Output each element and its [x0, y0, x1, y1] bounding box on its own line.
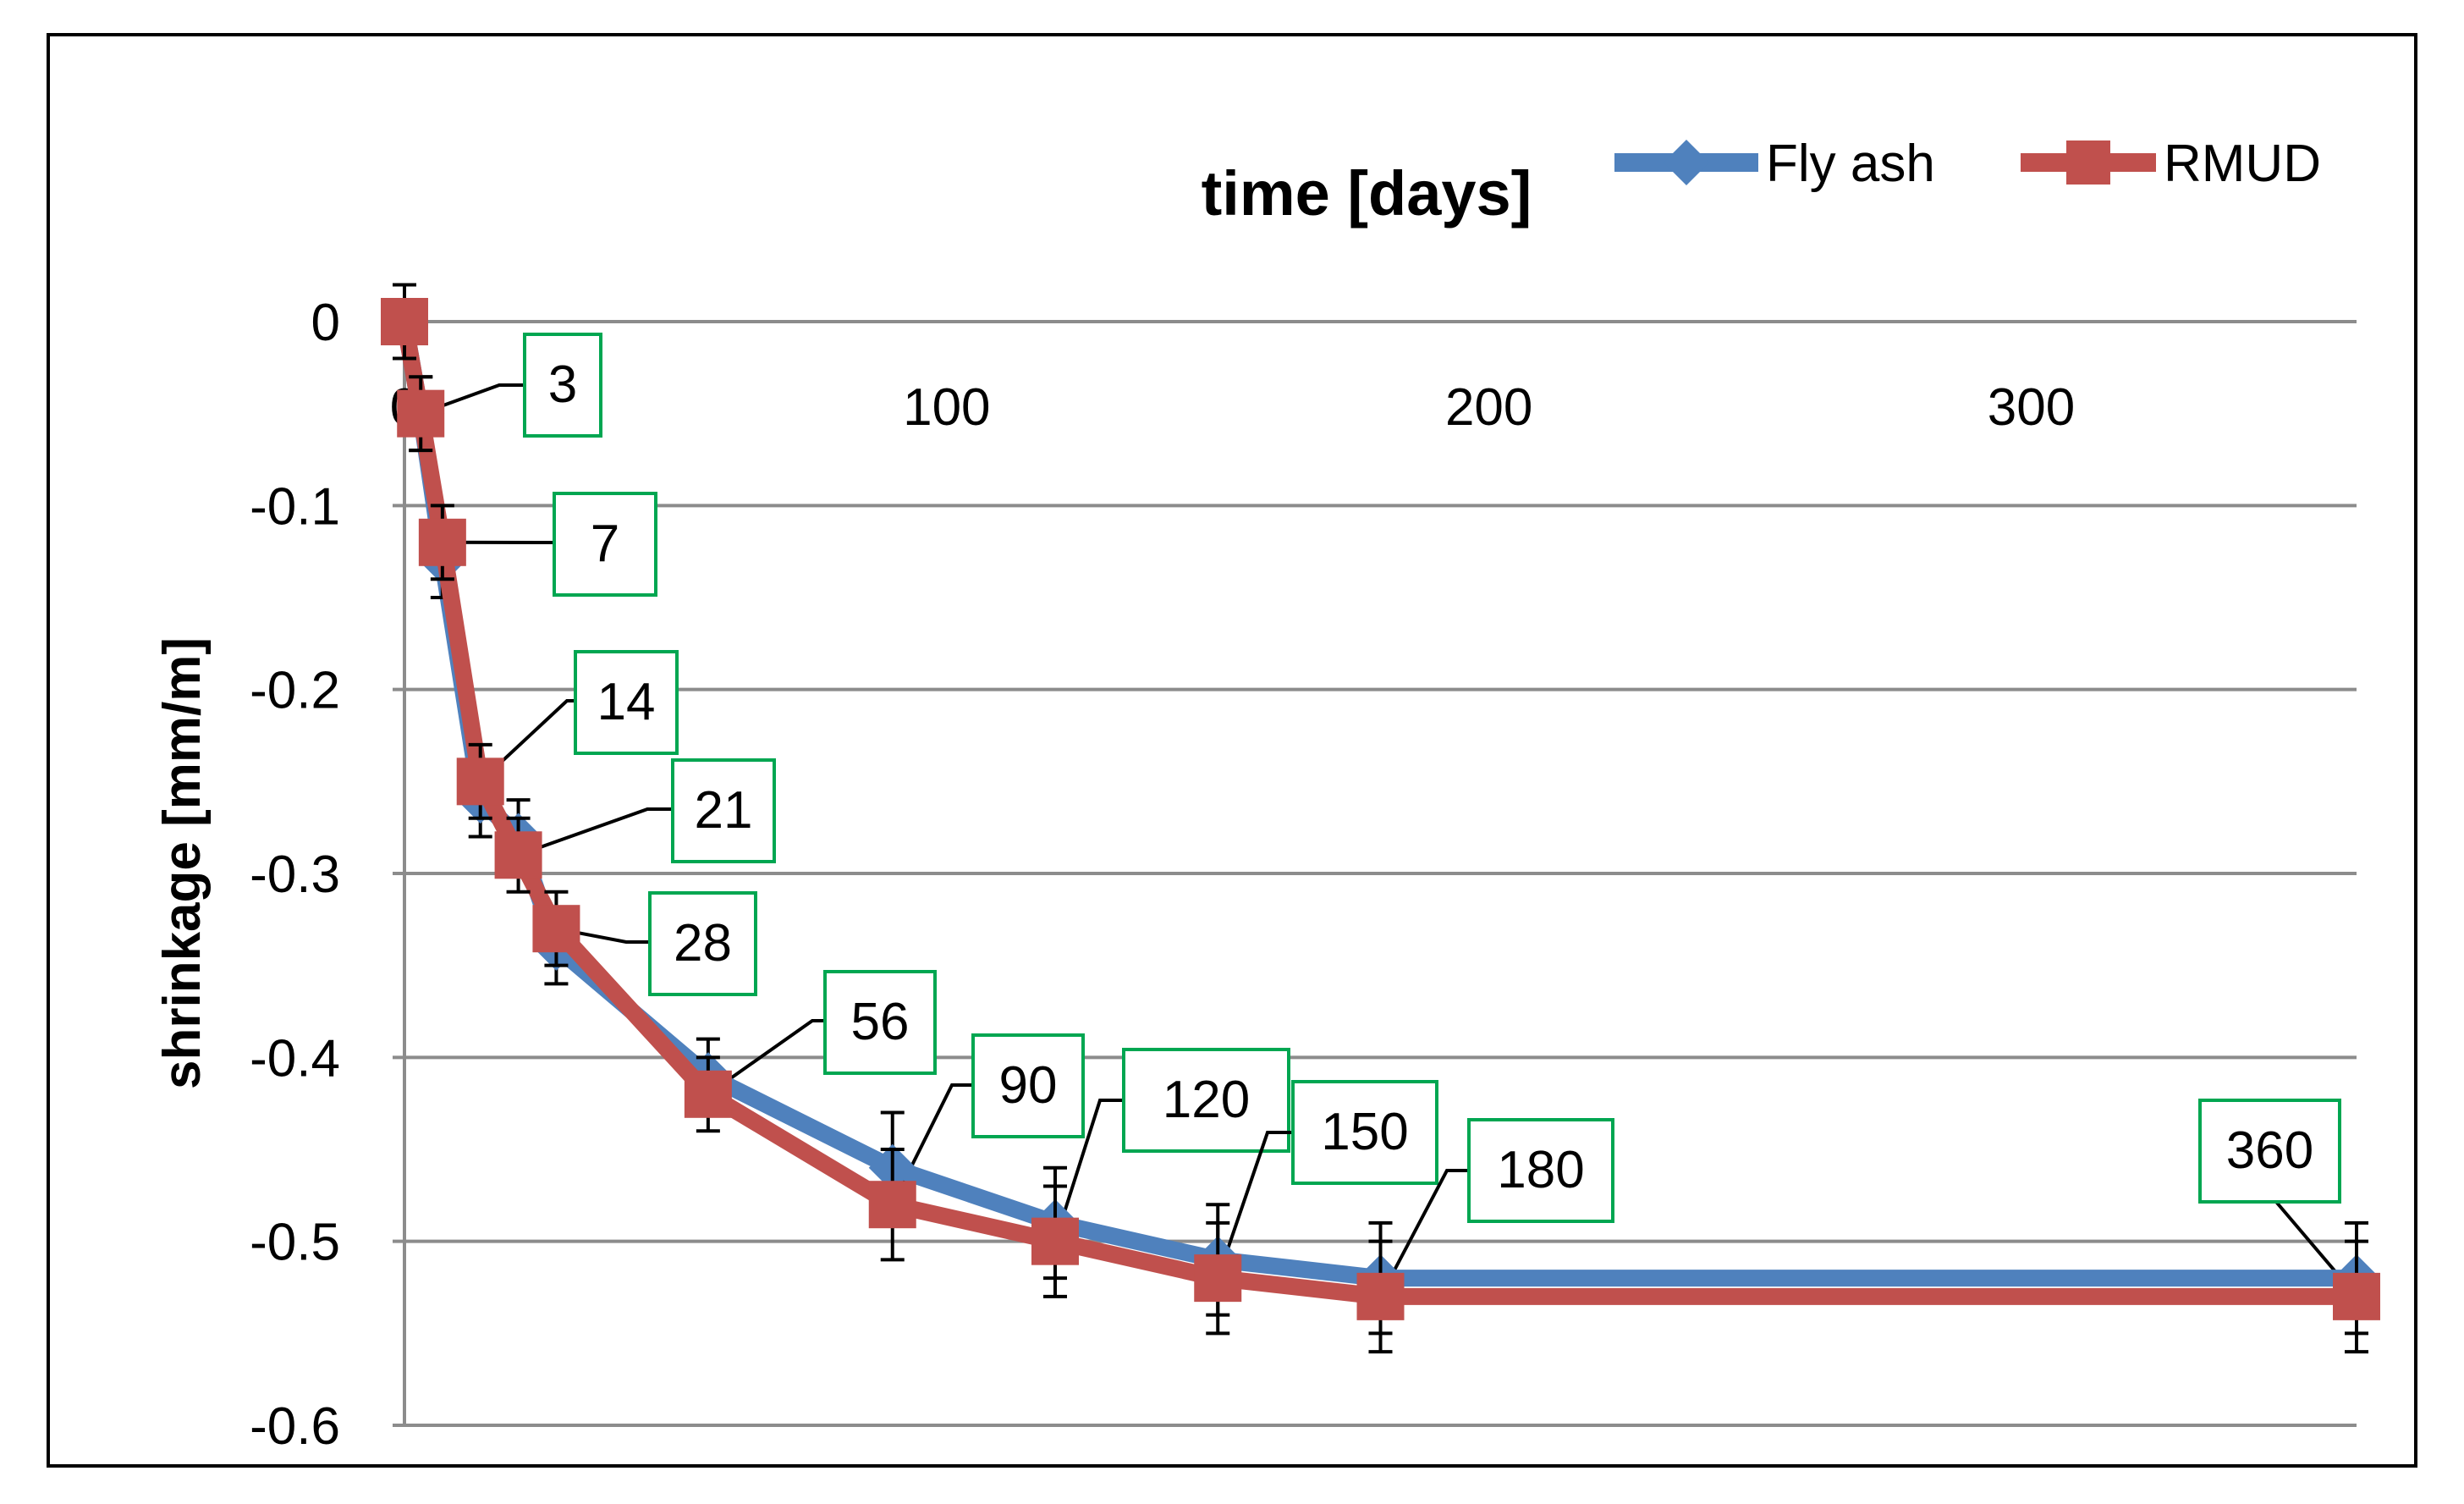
annotation-label: 56	[851, 993, 910, 1051]
y-tick-label: -0.4	[250, 1029, 340, 1088]
legend-fly-ash-label: Fly ash	[1766, 135, 1935, 193]
data-point	[397, 390, 444, 438]
y-tick-label: -0.5	[250, 1214, 340, 1272]
data-point	[532, 905, 580, 952]
x-axis-title: time [days]	[1202, 158, 1532, 229]
data-point	[495, 831, 542, 879]
annotation-label: 360	[2226, 1121, 2313, 1180]
x-tick-label: 200	[1445, 378, 1532, 437]
legend-rmud-label: RMUD	[2164, 135, 2321, 193]
data-point	[1357, 1273, 1405, 1320]
legend-rmud-marker	[2066, 140, 2110, 185]
y-tick-label: -0.6	[250, 1397, 340, 1456]
y-tick-label: -0.1	[250, 477, 340, 536]
annotation-label: 180	[1497, 1141, 1584, 1199]
annotation-label: 21	[695, 781, 753, 840]
data-point	[381, 298, 428, 345]
x-tick-label: 300	[1988, 378, 2075, 437]
y-tick-label: -0.2	[250, 662, 340, 720]
data-point	[457, 758, 504, 805]
data-point	[869, 1181, 916, 1228]
data-point	[1194, 1254, 1241, 1302]
data-point	[419, 519, 466, 566]
annotation-label: 3	[548, 355, 577, 414]
data-point	[685, 1071, 732, 1118]
y-tick-label: 0	[311, 294, 340, 352]
annotation-label: 7	[591, 515, 619, 573]
annotation-label: 14	[597, 673, 656, 731]
annotation-label: 120	[1163, 1071, 1250, 1129]
annotation-label: 28	[674, 914, 732, 972]
data-point	[2333, 1273, 2380, 1320]
y-axis-title: shrinkage [mm/m]	[153, 637, 212, 1089]
y-tick-label: -0.3	[250, 846, 340, 904]
annotation-label: 90	[999, 1056, 1058, 1115]
annotation-label: 150	[1321, 1103, 1408, 1161]
data-point	[1031, 1218, 1079, 1265]
x-tick-label: 100	[903, 378, 990, 437]
